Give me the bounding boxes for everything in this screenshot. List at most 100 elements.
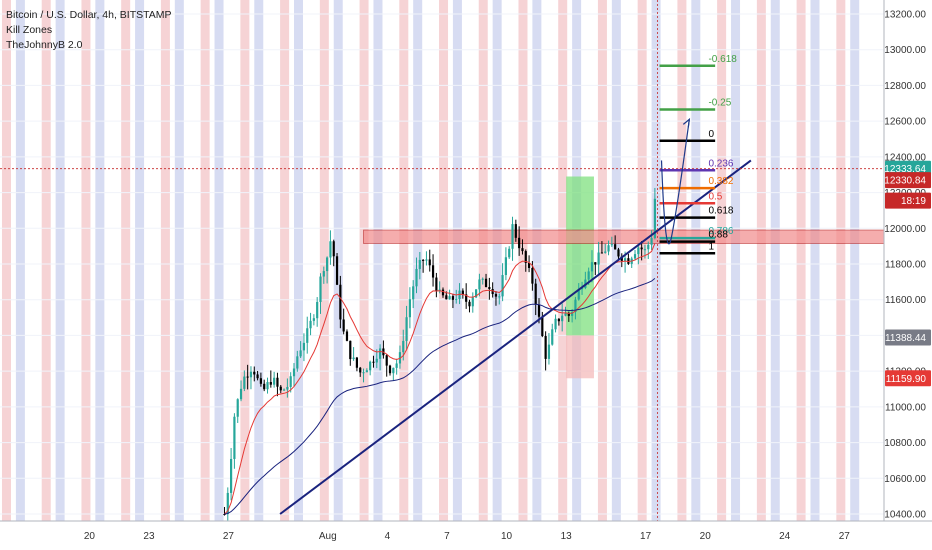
legend: Bitcoin / U.S. Dollar, 4h, BITSTAMP Kill… <box>6 8 172 53</box>
candle-body <box>425 259 428 261</box>
time-tick-label: 20 <box>700 531 712 542</box>
price-tick-label: 11600.00 <box>885 295 926 306</box>
candle-body <box>388 365 392 374</box>
candle-body <box>458 290 461 300</box>
candle-body <box>455 299 458 301</box>
price-tick-label: 13000.00 <box>884 45 926 56</box>
candle-body <box>514 224 517 238</box>
candle-body <box>567 313 570 316</box>
fib-level-label: 0 <box>708 129 714 140</box>
indicator-kill-zones[interactable]: Kill Zones <box>6 24 53 36</box>
candle-body <box>428 259 431 266</box>
candle-body <box>418 259 421 269</box>
session-stripe <box>731 0 741 521</box>
candle-body <box>319 276 322 302</box>
candle-body <box>322 271 325 277</box>
candle-body <box>395 363 398 368</box>
price-tick-label: 12800.00 <box>884 81 926 92</box>
time-tick-label: 7 <box>444 531 450 542</box>
candle-body <box>266 382 269 390</box>
candle-body <box>508 248 511 258</box>
candle-body <box>551 329 554 345</box>
candle-body <box>448 296 451 300</box>
candle-body <box>282 389 286 391</box>
price-badge-label: 12330.84 <box>884 176 926 187</box>
price-badge-label: 11159.90 <box>886 374 927 385</box>
candle-body <box>647 244 650 250</box>
candle-body <box>422 259 425 261</box>
time-tick-label: 24 <box>779 531 791 542</box>
candle-body <box>332 241 335 257</box>
candle-body <box>511 224 514 249</box>
price-tick-label: 11800.00 <box>885 260 926 271</box>
candle-body <box>617 249 620 257</box>
candle-body <box>372 361 375 363</box>
candle-body <box>329 241 332 258</box>
candle-body <box>574 299 577 313</box>
price-tick-label: 12000.00 <box>884 224 926 235</box>
fib-level-label: 1 <box>708 241 714 252</box>
session-stripe <box>135 0 145 521</box>
session-stripe <box>280 0 290 521</box>
candle-body <box>491 289 494 295</box>
session-stripe <box>492 0 502 521</box>
candle-body <box>229 458 233 493</box>
session-stripe <box>373 0 383 521</box>
candle-body <box>465 294 468 302</box>
session-stripe <box>836 0 846 521</box>
session-stripe <box>399 0 409 521</box>
session-stripe <box>651 0 661 521</box>
price-tick-label: 11000.00 <box>885 402 926 413</box>
fib-level-label: 0.786 <box>708 226 733 237</box>
candle-body <box>412 286 415 300</box>
session-stripe <box>558 0 568 521</box>
candle-body <box>246 376 249 378</box>
resistance-zone <box>363 229 885 244</box>
fib-level-label: 0.382 <box>708 176 733 187</box>
candle-body <box>263 383 266 390</box>
session-stripe <box>637 0 647 521</box>
indicator-thejohnnyb[interactable]: TheJohnnyB 2.0 <box>6 39 83 51</box>
session-stripe <box>41 0 51 521</box>
candle-body <box>369 361 372 371</box>
candle-body <box>604 251 607 253</box>
candle-body <box>359 367 362 373</box>
session-stripe <box>518 0 528 521</box>
session-stripe <box>850 0 860 521</box>
session-stripe <box>174 0 184 521</box>
candle-body <box>580 287 584 290</box>
candle-body <box>435 277 438 292</box>
session-stripe <box>796 0 806 521</box>
candle-body <box>339 284 342 320</box>
fib-level-label: 0.236 <box>708 158 733 169</box>
projection-arrow-head <box>682 117 691 128</box>
candle-body <box>600 252 604 254</box>
candle-body <box>637 247 640 255</box>
candle-body <box>614 244 617 250</box>
candle-body <box>441 289 445 296</box>
candle-body <box>534 283 537 305</box>
candle-body <box>554 318 557 330</box>
symbol-title[interactable]: Bitcoin / U.S. Dollar, 4h, BITSTAMP <box>6 9 172 21</box>
candle-body <box>650 238 653 245</box>
session-stripe <box>333 0 343 521</box>
session-stripe <box>532 0 542 521</box>
candle-body <box>610 244 613 246</box>
candle-body <box>239 388 243 400</box>
price-tick-label: 12400.00 <box>884 152 926 163</box>
session-stripe <box>294 0 304 521</box>
session-stripe <box>214 0 224 521</box>
candle-body <box>392 367 395 374</box>
time-tick-label: Aug <box>319 531 337 542</box>
fib-level-label: 0.618 <box>708 206 733 217</box>
candle-body <box>623 258 627 261</box>
candle-body <box>518 237 521 249</box>
candle-body <box>484 278 488 288</box>
candle-body <box>590 262 594 272</box>
session-stripe <box>15 0 25 521</box>
candle-body <box>289 376 292 387</box>
candle-body <box>564 313 567 316</box>
candle-body <box>302 342 306 351</box>
